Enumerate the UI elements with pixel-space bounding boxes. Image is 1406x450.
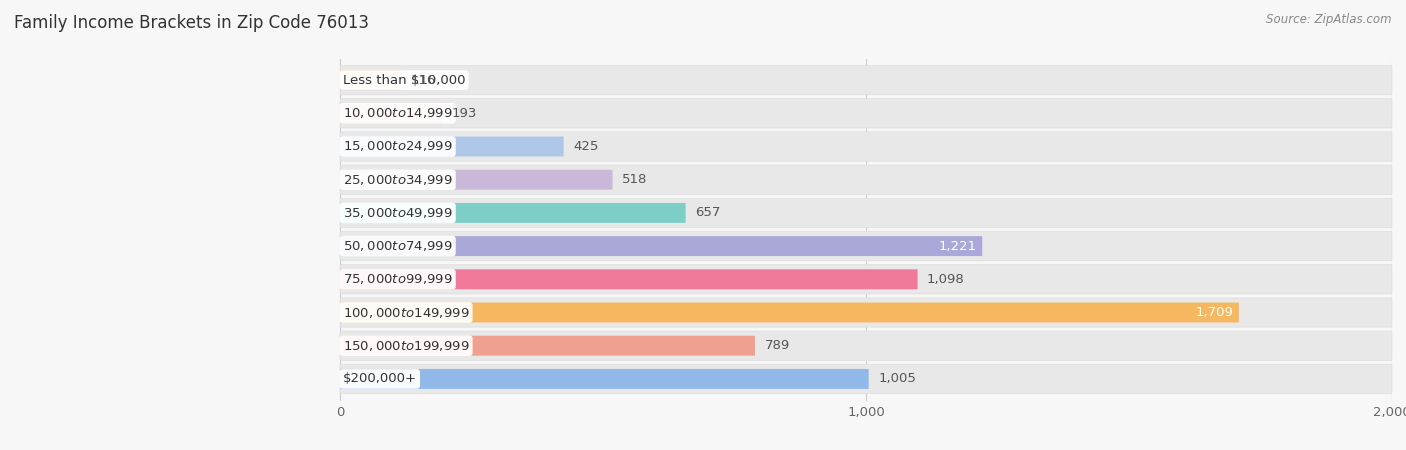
Text: 193: 193 [451, 107, 477, 120]
Text: $75,000 to $99,999: $75,000 to $99,999 [343, 272, 453, 286]
Text: $15,000 to $24,999: $15,000 to $24,999 [343, 140, 453, 153]
Text: 1,098: 1,098 [927, 273, 965, 286]
FancyBboxPatch shape [340, 70, 401, 90]
Text: $50,000 to $74,999: $50,000 to $74,999 [343, 239, 453, 253]
Text: 1,221: 1,221 [939, 239, 977, 252]
FancyBboxPatch shape [340, 302, 1239, 323]
Text: $10,000 to $14,999: $10,000 to $14,999 [343, 106, 453, 120]
FancyBboxPatch shape [340, 132, 1392, 161]
FancyBboxPatch shape [340, 265, 1392, 294]
Text: 1,005: 1,005 [879, 373, 915, 385]
FancyBboxPatch shape [340, 165, 1392, 194]
Text: Less than $10,000: Less than $10,000 [343, 74, 465, 86]
FancyBboxPatch shape [340, 236, 983, 256]
Text: 518: 518 [621, 173, 647, 186]
FancyBboxPatch shape [340, 364, 1392, 394]
Text: $100,000 to $149,999: $100,000 to $149,999 [343, 306, 470, 320]
Text: 1,709: 1,709 [1195, 306, 1233, 319]
FancyBboxPatch shape [340, 298, 1392, 327]
FancyBboxPatch shape [340, 198, 1392, 228]
Text: 789: 789 [765, 339, 790, 352]
FancyBboxPatch shape [340, 136, 564, 157]
FancyBboxPatch shape [340, 336, 755, 356]
Text: 425: 425 [574, 140, 599, 153]
Text: 116: 116 [411, 74, 436, 86]
FancyBboxPatch shape [340, 104, 441, 123]
Text: $200,000+: $200,000+ [343, 373, 416, 385]
FancyBboxPatch shape [340, 270, 918, 289]
Text: Source: ZipAtlas.com: Source: ZipAtlas.com [1267, 14, 1392, 27]
FancyBboxPatch shape [340, 369, 869, 389]
Text: $150,000 to $199,999: $150,000 to $199,999 [343, 339, 470, 353]
FancyBboxPatch shape [340, 65, 1392, 94]
Text: $35,000 to $49,999: $35,000 to $49,999 [343, 206, 453, 220]
FancyBboxPatch shape [340, 231, 1392, 261]
FancyBboxPatch shape [340, 99, 1392, 128]
Text: Family Income Brackets in Zip Code 76013: Family Income Brackets in Zip Code 76013 [14, 14, 368, 32]
Text: $25,000 to $34,999: $25,000 to $34,999 [343, 173, 453, 187]
FancyBboxPatch shape [340, 203, 686, 223]
FancyBboxPatch shape [340, 331, 1392, 360]
Text: 657: 657 [695, 207, 720, 220]
FancyBboxPatch shape [340, 170, 613, 189]
